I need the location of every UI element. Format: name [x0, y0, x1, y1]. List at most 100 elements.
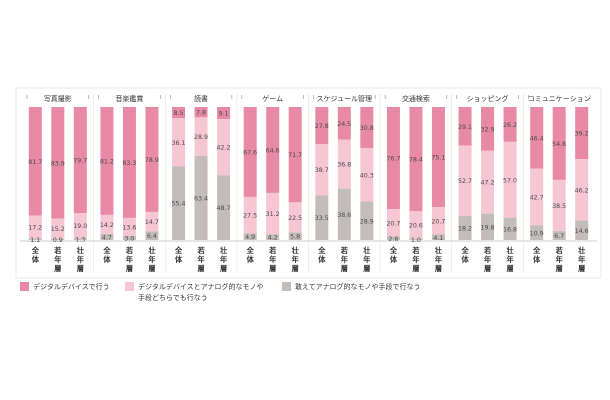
group-2-category-1-char-1: 年: [197, 255, 204, 264]
group-2-bar-2-label-0: 9.1: [219, 111, 229, 118]
group-6-bar-0-seg-1: [458, 145, 472, 216]
group-6-bar-2-seg-0: [503, 107, 517, 142]
group-1-bar-2-label-2: 6.4: [147, 233, 157, 240]
group-3-category-0-char-0: 全: [246, 246, 255, 255]
group-7-bar-0-label-0: 46.4: [530, 135, 544, 142]
chart-frame: [15, 87, 602, 279]
group-3-category-2-char-2: 層: [292, 264, 299, 273]
group-2-bar-0-seg-1: [172, 118, 186, 167]
group-5-bar-1-seg-0: [409, 107, 423, 212]
group-2-bar-0-seg-0: [172, 107, 186, 119]
group-5-bar-0-seg-0: [386, 107, 400, 210]
group-1-bar-2-label-1: 14.7: [145, 219, 159, 226]
group-3-bar-2-label-1: 22.5: [288, 215, 302, 222]
group-4-bar-1-seg-0: [337, 107, 351, 140]
group-6-category-1-char-2: 層: [484, 264, 491, 273]
group-1-bar-0-label-0: 81.2: [100, 158, 114, 165]
group-2-category-2-char-1: 年: [220, 255, 227, 264]
group-4-bar-0-label-0: 27.8: [315, 123, 329, 130]
group-5-category-1-char-1: 年: [412, 255, 419, 264]
group-3-bar-1-label-1: 31.2: [266, 211, 280, 218]
group-4-category-1-char-1: 年: [341, 255, 348, 264]
group-6-bar-0-label-0: 29.1: [458, 124, 472, 131]
group-5-bar-1-label-1: 20.6: [409, 222, 423, 229]
group-6-bar-2-seg-2: [503, 217, 517, 240]
group-5-category-2-char-2: 層: [435, 264, 442, 273]
group-1-bar-1-seg-2: [122, 236, 136, 240]
group-5-bar-0-seg-2: [386, 236, 400, 240]
group-4-category-2-char-0: 壮: [363, 246, 371, 255]
group-7-category-1-char-2: 層: [556, 264, 563, 273]
group-1-bar-1-label-2: 3.0: [124, 236, 134, 243]
group-4-bar-1-seg-1: [337, 139, 351, 189]
group-0-category-2-char-1: 年: [77, 255, 84, 264]
group-3-bar-2-seg-0: [288, 107, 302, 203]
group-2-bar-2-label-1: 42.2: [217, 145, 231, 152]
group-7-category-1-char-1: 年: [556, 255, 563, 264]
group-2-bar-2-label-2: 48.7: [217, 205, 231, 212]
group-0-category-1-char-2: 層: [54, 264, 61, 273]
group-6-title: ショッピング: [467, 94, 509, 103]
group-0-bar-0-seg-1: [28, 215, 42, 239]
group-6-category-1-char-1: 年: [484, 255, 491, 264]
group-7-bar-0-seg-1: [530, 168, 544, 226]
group-4-bar-1-label-2: 38.6: [337, 212, 351, 219]
group-7-bar-1-label-0: 54.8: [552, 141, 566, 148]
group-4-bar-0-label-2: 33.5: [315, 215, 329, 222]
legend-swatch-both: [125, 282, 134, 291]
group-2-bar-2-seg-1: [217, 119, 231, 176]
group-2-category-1-char-0: 若: [197, 246, 204, 255]
group-1-bar-2-label-0: 78.9: [145, 157, 159, 164]
group-4-category-0-char-0: 全: [317, 246, 326, 255]
group-4-bar-2-label-1: 40.3: [360, 172, 374, 179]
group-4-bar-1-label-1: 36.8: [337, 162, 351, 169]
group-5-bar-2-label-2: 4.1: [433, 235, 443, 242]
group-3-category-1-char-0: 若: [269, 246, 276, 255]
group-6-bar-0-label-2: 18.2: [458, 225, 472, 232]
group-3-bar-0-label-0: 67.6: [243, 149, 257, 156]
group-1-category-1-char-1: 年: [126, 255, 133, 264]
group-6-bar-1-label-0: 32.9: [481, 126, 495, 133]
group-3-bar-0-seg-1: [243, 196, 257, 234]
legend-item-both: デジタルデバイスとアナログ的なモノや手段どちらでも行なう: [125, 282, 265, 304]
group-3-title: ゲーム: [262, 94, 283, 103]
group-7-bar-1-seg-1: [552, 179, 566, 232]
group-5-bar-2-label-1: 20.7: [431, 218, 445, 225]
group-5-bar-0-label-0: 76.7: [386, 156, 400, 163]
group-4-category-1-char-2: 層: [341, 264, 348, 273]
group-1-bar-0-label-2: 4.7: [102, 234, 112, 241]
group-3-category-2-char-0: 壮: [292, 246, 300, 255]
group-3-bar-1-seg-0: [266, 107, 280, 193]
group-0-bar-2-label-2: 1.3: [75, 237, 85, 244]
group-4-category-2-char-2: 層: [363, 264, 370, 273]
group-0-title: 写真撮影: [44, 94, 72, 103]
group-7-bar-1-label-1: 38.5: [552, 203, 566, 210]
group-3-bar-0-label-1: 27.5: [243, 213, 257, 220]
group-1-bar-0-seg-1: [100, 214, 114, 234]
group-7-bar-2-seg-1: [575, 159, 589, 221]
group-0-category-0-char-0: 全: [31, 246, 40, 255]
group-5-bar-2-seg-1: [431, 206, 445, 235]
group-1-bar-0-label-1: 14.2: [100, 222, 114, 229]
group-3-bar-2-label-2: 5.8: [290, 234, 300, 241]
group-2-category-2-char-0: 壮: [220, 246, 228, 255]
group-5-category-0-char-0: 全: [389, 246, 398, 255]
group-3-bar-2-seg-2: [288, 232, 302, 240]
group-2-bar-1-label-0: 7.8: [196, 110, 206, 117]
group-2-bar-1-seg-2: [194, 155, 208, 240]
group-2-bar-0-label-1: 36.1: [172, 140, 186, 147]
group-4-bar-0-seg-2: [315, 195, 329, 240]
group-4-bar-2-label-2: 28.9: [360, 218, 374, 225]
group-1-category-0-char-1: 体: [103, 255, 111, 264]
group-7-bar-1-seg-0: [552, 107, 566, 180]
group-4-bar-0-label-1: 38.7: [315, 167, 329, 174]
group-1-bar-2-seg-1: [145, 211, 159, 232]
group-1-bar-2-seg-0: [145, 107, 159, 212]
group-0-bar-0-seg-0: [28, 107, 42, 216]
group-2-bar-2-seg-0: [217, 107, 231, 120]
group-0-bar-1-seg-1: [51, 218, 65, 239]
group-6-bar-2-label-2: 16.8: [503, 226, 517, 233]
legend: デジタルデバイスで行う デジタルデバイスとアナログ的なモノや手段どちらでも行なう…: [20, 280, 600, 320]
legend-label-both: デジタルデバイスとアナログ的なモノや手段どちらでも行なう: [138, 283, 264, 302]
group-7-category-1-char-0: 若: [556, 246, 563, 255]
